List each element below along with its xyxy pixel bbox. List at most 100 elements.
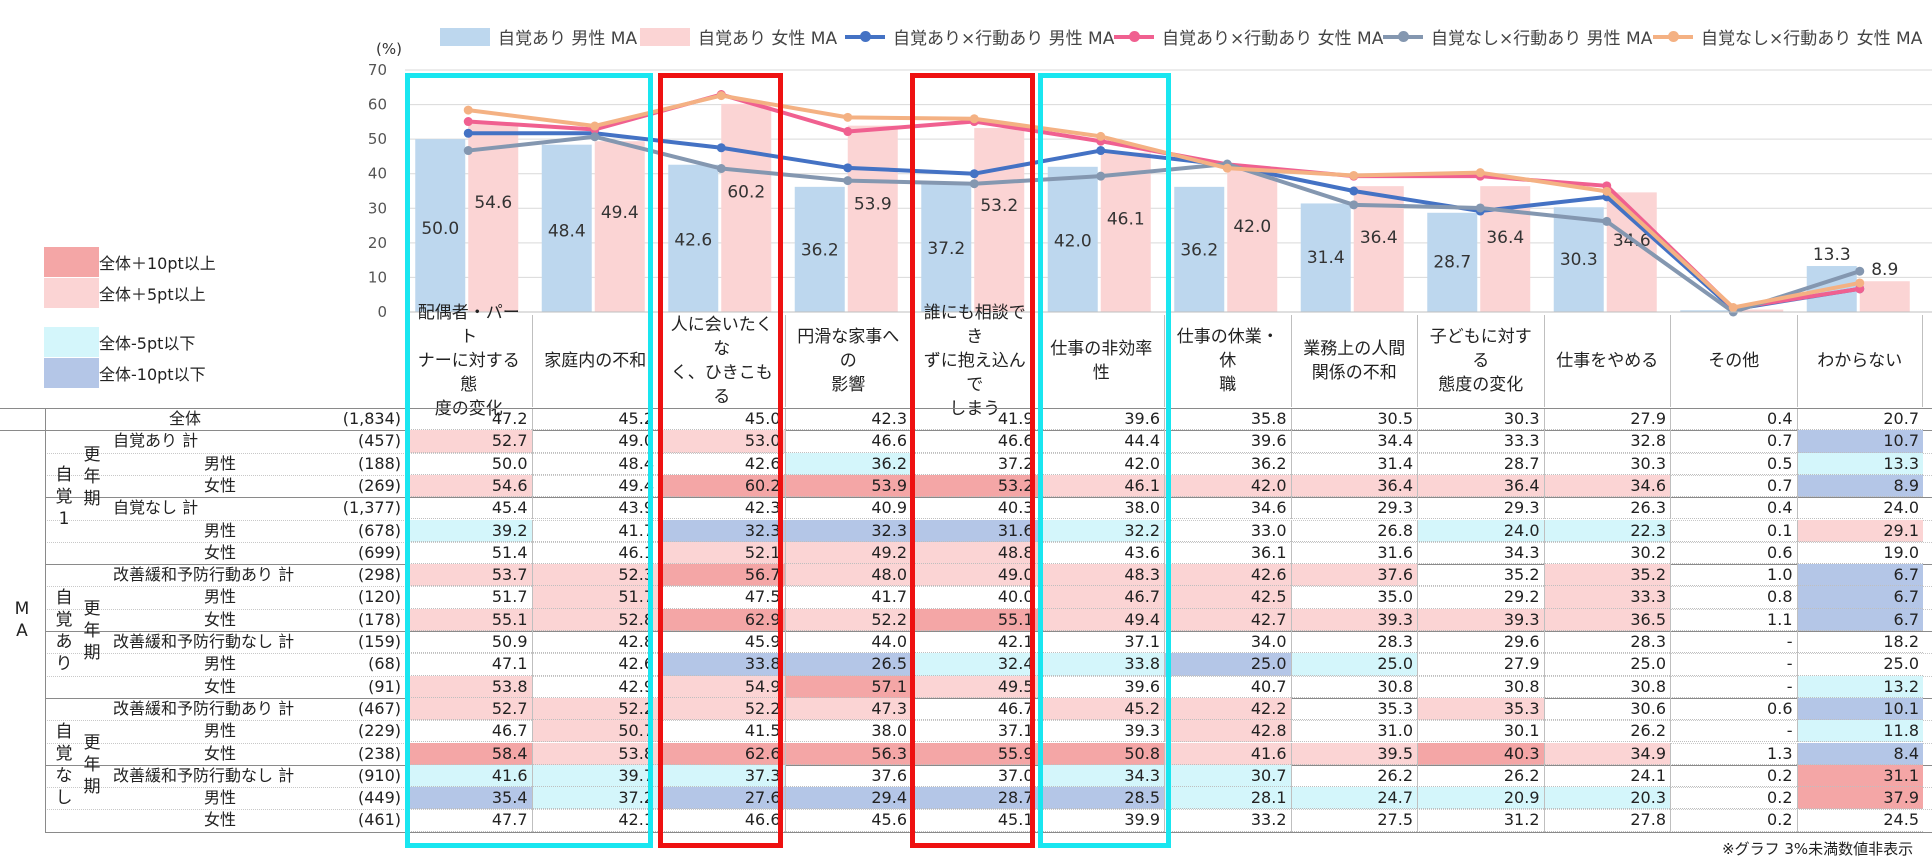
bar-male: [668, 164, 719, 312]
y-tick-label: 30: [368, 199, 387, 217]
table-cell: 49.2: [784, 541, 911, 565]
table-cell: 29.3: [1290, 497, 1417, 520]
table-cell: 28.3: [1543, 631, 1670, 654]
table-cell: 53.9: [784, 474, 911, 498]
table-cell: 13.3: [1796, 452, 1923, 475]
series-point: [1349, 170, 1359, 180]
table-cell: 41.7: [784, 586, 911, 609]
table-cell: 50.9: [405, 631, 532, 654]
y-tick-label: 0: [377, 303, 387, 321]
table-cell: 45.1: [911, 809, 1038, 832]
table-cell: 36.2: [1164, 452, 1291, 475]
table-cell: 31.6: [1290, 541, 1417, 565]
row-sample-size: (1,834): [342, 409, 401, 428]
table-cell: 49.5: [911, 675, 1038, 698]
row-label: 男性: [203, 520, 236, 540]
table-cell: 20.9: [1417, 787, 1544, 810]
table-cell: 25.0: [1290, 653, 1417, 676]
row-sample-size: (238): [357, 743, 401, 763]
bar-data-label: 36.2: [1180, 241, 1218, 261]
table-cell: 39.6: [1037, 408, 1164, 431]
bar-data-label: 49.4: [601, 203, 639, 223]
series-point: [843, 112, 853, 122]
table-cell: 39.6: [1037, 675, 1164, 698]
y-tick-label: 50: [368, 130, 387, 148]
table-cell: 0.5: [1670, 452, 1797, 475]
bar-female: [1100, 152, 1151, 312]
table-cell: 36.4: [1290, 474, 1417, 498]
table-cell: 48.3: [1037, 564, 1164, 587]
table-cell: 39.5: [1290, 742, 1417, 765]
table-cell: 55.9: [911, 742, 1038, 765]
series-line: [468, 93, 1861, 310]
bar-male: [794, 186, 845, 312]
table-cell: 47.2: [405, 408, 532, 431]
row-label: 全体: [168, 409, 201, 428]
legend-label: 自覚あり 男性 MA: [498, 29, 638, 49]
category-header: 家庭内の不和: [531, 315, 659, 407]
table-cell: 1.3: [1670, 742, 1797, 765]
table-cell: 10.7: [1796, 430, 1923, 453]
table-cell: 42.1: [531, 809, 658, 832]
table-cell: 45.9: [658, 631, 785, 654]
legend-label: 自覚なし×行動あり 男性 MA: [1431, 29, 1653, 49]
table-cell: 52.8: [531, 608, 658, 631]
table-cell: 29.1: [1796, 519, 1923, 542]
row-label: 男性: [203, 788, 236, 808]
bar-data-label: 42.0: [1233, 217, 1271, 237]
series-point: [843, 176, 853, 186]
row-label: 女性: [203, 609, 236, 629]
category-header: 業務上の人間 関係の不和: [1290, 315, 1418, 407]
table-cell: 0.7: [1670, 430, 1797, 453]
row-sample-size: (1,377): [342, 498, 401, 518]
row-label: 自覚あり 計: [113, 431, 199, 451]
bar-data-label: 13.3: [1813, 245, 1851, 265]
table-cell: 49.0: [911, 564, 1038, 587]
table-cell: 24.0: [1796, 497, 1923, 520]
row-sample-size: (120): [357, 587, 401, 607]
table-cell: 18.2: [1796, 631, 1923, 654]
table-cell: 48.4: [531, 452, 658, 475]
bar-data-label: 53.9: [854, 195, 892, 215]
row-label: 女性: [203, 743, 236, 763]
table-cell: 30.3: [1543, 452, 1670, 475]
table-left-divider: [45, 408, 46, 832]
table-cell: 36.5: [1543, 608, 1670, 631]
table-cell: 42.1: [911, 631, 1038, 654]
table-cell: 26.3: [1543, 497, 1670, 520]
table-cell: 46.6: [784, 430, 911, 453]
group-inner-label: 更 年 期: [83, 732, 101, 797]
legend-bar-swatch: [640, 27, 690, 46]
series-point: [716, 164, 726, 174]
y-tick-label: 70: [368, 61, 387, 79]
table-cell: 27.9: [1417, 653, 1544, 676]
table-cell: 28.7: [1417, 452, 1544, 475]
table-cell: 62.9: [658, 608, 785, 631]
row-label: 女性: [203, 810, 236, 830]
table-cell: 8.9: [1796, 474, 1923, 498]
bar-data-label: 37.2: [927, 239, 965, 259]
legend-bar-swatch: [440, 27, 490, 46]
table-cell: 24.5: [1796, 809, 1923, 832]
table-cell: 37.6: [1290, 564, 1417, 587]
row-label: 男性: [203, 587, 236, 607]
table-cell: 36.2: [784, 452, 911, 475]
category-header: わからない: [1796, 315, 1923, 407]
series-point: [590, 121, 600, 131]
table-cell: 35.3: [1417, 697, 1544, 721]
bar-male: [1680, 310, 1731, 312]
table-cell: 24.7: [1290, 787, 1417, 810]
table-cell: 0.6: [1670, 697, 1797, 721]
bar-data-label: 53.2: [980, 196, 1018, 216]
table-cell: 39.3: [1037, 720, 1164, 743]
table-cell: 26.2: [1290, 764, 1417, 788]
table-cell: -: [1670, 720, 1797, 743]
table-cell: 35.2: [1417, 564, 1544, 587]
y-tick-label: 40: [368, 165, 387, 183]
legend-item: 自覚あり×行動あり 男性 MA: [845, 24, 1114, 49]
bar-data-label: 54.6: [474, 193, 512, 213]
series-point: [1096, 171, 1106, 181]
table-cell: 55.1: [911, 608, 1038, 631]
row-separator: [45, 452, 1932, 454]
